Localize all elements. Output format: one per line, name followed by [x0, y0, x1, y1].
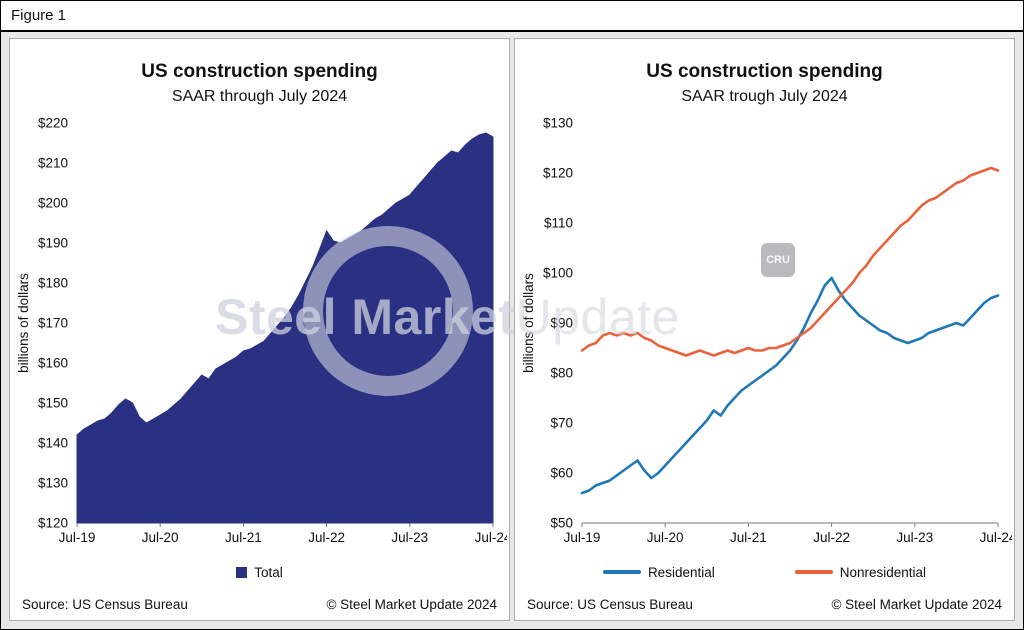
legend-label: Total: [254, 564, 283, 580]
copyright-text: © Steel Market Update 2024: [831, 597, 1002, 612]
chart-title: US construction spending: [646, 61, 883, 82]
svg-text:Jul-20: Jul-20: [646, 530, 683, 545]
chart-canvas: $120 $130 $140 $150 $160 $170 $180 $190 $200 $210…: [16, 116, 512, 546]
svg-text:Jul-19: Jul-19: [563, 530, 600, 545]
legend-square-swatch: [236, 566, 248, 578]
svg-text:Jul-24: Jul-24: [474, 530, 506, 545]
figure-label: Figure 1: [11, 7, 67, 24]
legend-line-swatch: [602, 570, 641, 574]
svg-text:$120: $120: [542, 166, 572, 181]
legend-label: Nonresidential: [839, 564, 927, 580]
svg-text:$160: $160: [37, 356, 67, 371]
svg-text:$150: $150: [37, 396, 67, 411]
svg-text:Jul-20: Jul-20: [141, 530, 178, 545]
svg-text:$60: $60: [550, 466, 573, 481]
legend-label: Residential: [647, 564, 715, 580]
chart-panel-residential-nonresidential: US construction spending SAAR trough Jul…: [514, 38, 1017, 621]
svg-text:Jul-23: Jul-23: [391, 530, 428, 545]
svg-text:$170: $170: [37, 316, 67, 331]
svg-text:Jul-24: Jul-24: [979, 530, 1011, 545]
chart-subtitle: SAAR through July 2024: [171, 88, 348, 105]
chart-canvas: $50 $60 $70 $80 $90 $100 $110 $120 $130 billions …: [521, 116, 1017, 546]
chart-footer: Source: US Census Bureau © Steel Market …: [515, 591, 1014, 620]
chart-panels: US construction spending SAAR through Ju…: [9, 38, 1017, 621]
chart-title: US construction spending: [141, 61, 378, 82]
svg-text:$190: $190: [37, 236, 67, 251]
svg-text:$50: $50: [550, 516, 573, 531]
svg-text:$100: $100: [542, 266, 572, 281]
svg-text:$110: $110: [543, 216, 572, 231]
svg-text:Jul-22: Jul-22: [308, 530, 345, 545]
figure-header: Figure 1: [1, 1, 1023, 32]
source-text: Source: US Census Bureau: [22, 597, 188, 612]
chart-footer: Source: US Census Bureau © Steel Market …: [10, 591, 509, 620]
svg-text:$70: $70: [550, 416, 573, 431]
legend-line-swatch: [794, 570, 833, 574]
svg-text:Jul-23: Jul-23: [896, 530, 933, 545]
svg-text:Jul-19: Jul-19: [58, 530, 95, 545]
chart-legend: Residential Nonresidential: [602, 559, 927, 585]
legend-item-total: Total: [236, 565, 283, 580]
residential-nonresidential-line-chart: $50 $60 $70 $80 $90 $100 $110 $120 $130 billions …: [518, 109, 1017, 559]
chart-subtitle: SAAR trough July 2024: [681, 88, 848, 105]
svg-text:Jul-21: Jul-21: [730, 530, 767, 545]
svg-text:$200: $200: [37, 196, 67, 211]
svg-text:$220: $220: [37, 116, 67, 131]
legend-item-nonresidential: Nonresidential: [794, 564, 927, 580]
chart-legend: Total: [236, 559, 283, 585]
svg-text:Jul-21: Jul-21: [225, 530, 262, 545]
svg-text:billions of dollars: billions of dollars: [521, 273, 536, 373]
svg-text:$180: $180: [37, 276, 67, 291]
svg-text:$210: $210: [37, 156, 67, 171]
svg-text:$120: $120: [37, 516, 67, 531]
legend-item-residential: Residential: [602, 564, 715, 580]
svg-text:$130: $130: [37, 476, 67, 491]
svg-text:$140: $140: [37, 436, 67, 451]
svg-text:$90: $90: [550, 316, 573, 331]
source-text: Source: US Census Bureau: [527, 597, 693, 612]
svg-text:$130: $130: [542, 116, 572, 131]
svg-text:$80: $80: [550, 366, 573, 381]
total-area-chart: $120 $130 $140 $150 $160 $170 $180 $190 $200 $210…: [13, 109, 512, 559]
svg-text:Jul-22: Jul-22: [813, 530, 850, 545]
chart-panel-total: US construction spending SAAR through Ju…: [9, 38, 512, 621]
copyright-text: © Steel Market Update 2024: [326, 597, 497, 612]
svg-text:billions of dollars: billions of dollars: [16, 273, 31, 373]
